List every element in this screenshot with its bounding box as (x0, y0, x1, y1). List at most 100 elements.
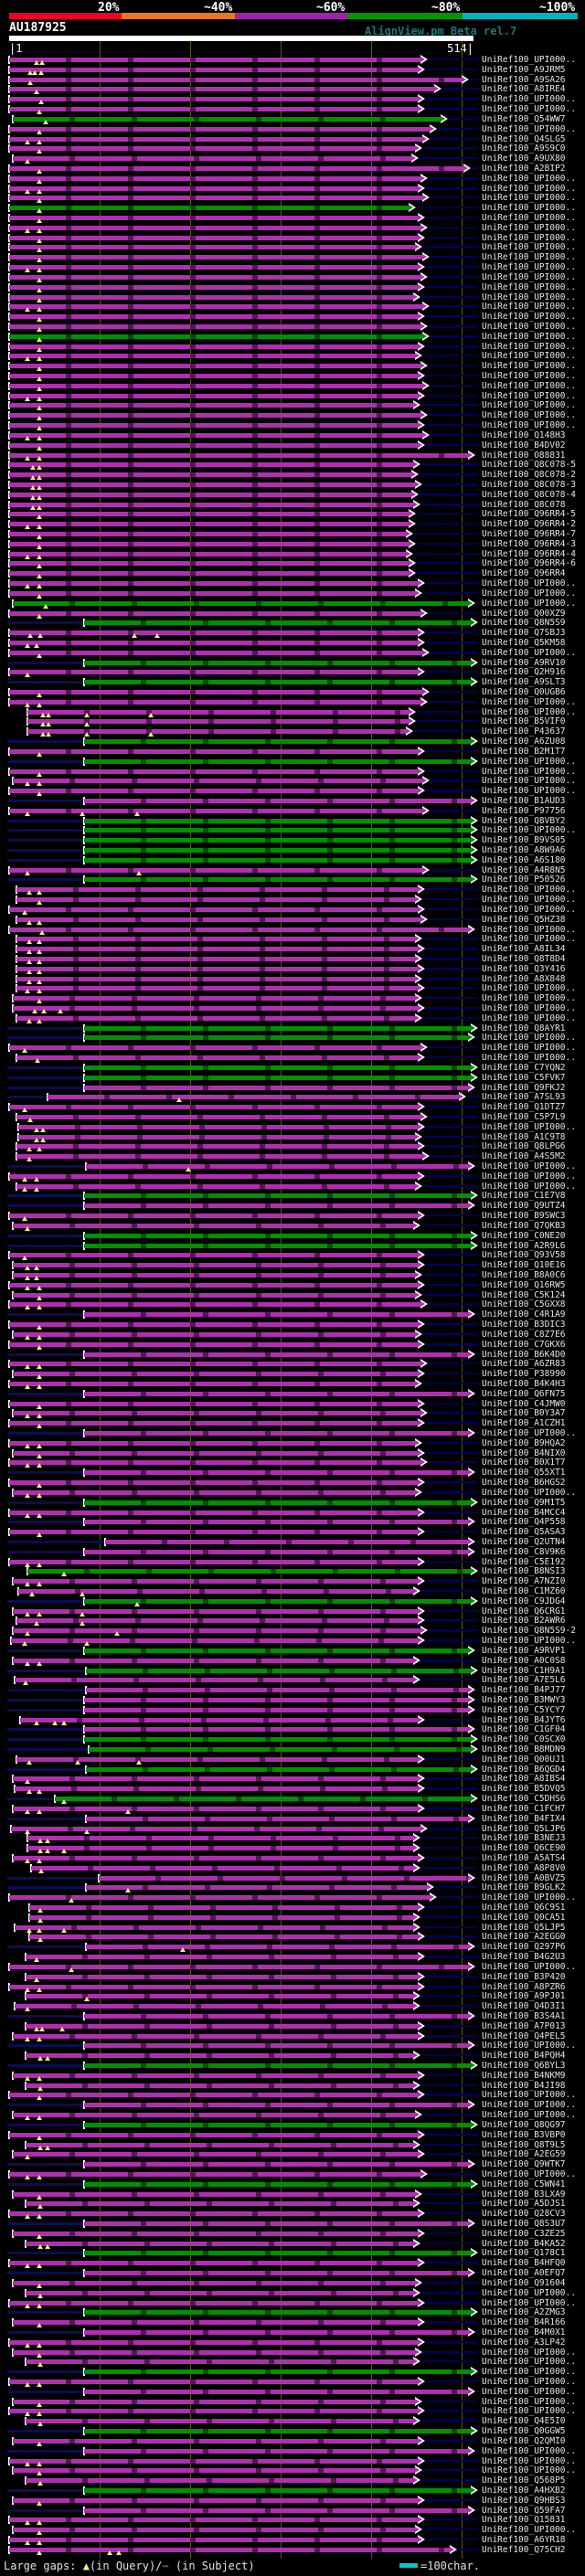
hit-label[interactable]: UniRef100_P38990 (482, 1369, 566, 1380)
hit-label[interactable]: UniRef100_UPI000.. (482, 924, 576, 935)
hit-label[interactable]: UniRef100_UPI000.. (482, 410, 576, 421)
hit-label[interactable]: UniRef100_UPI000.. (482, 2367, 576, 2378)
hit-label[interactable]: UniRef100_Q4SLG5 (482, 133, 566, 144)
hit-label[interactable]: UniRef100_A2EGG0 (482, 1932, 566, 1943)
hit-label[interactable]: UniRef100_Q8VBY2 (482, 815, 566, 826)
hit-label[interactable]: UniRef100_C5WN41 (482, 2178, 566, 2189)
hit-label[interactable]: UniRef100_A8PZR6 (482, 1981, 566, 1992)
hit-label[interactable]: UniRef100_Q568P5 (482, 2475, 566, 2486)
hit-label[interactable]: UniRef100_B8NSI3 (482, 1566, 566, 1577)
hit-label[interactable]: UniRef100_A4S5M2 (482, 1151, 566, 1162)
hit-label[interactable]: UniRef100_C1GF04 (482, 1724, 566, 1735)
hit-label[interactable]: UniRef100_UPI000.. (482, 1892, 576, 1903)
hit-label[interactable]: UniRef100_Q6C9S1 (482, 1903, 566, 1913)
hit-label[interactable]: UniRef100_UPI000.. (482, 598, 576, 609)
hit-label[interactable]: UniRef100_UPI000.. (482, 2090, 576, 2101)
hit-label[interactable]: UniRef100_Q28CV3 (482, 2209, 566, 2220)
hit-label[interactable]: UniRef100_C4JMW0 (482, 1398, 566, 1409)
hit-label[interactable]: UniRef100_O88831 (482, 450, 566, 461)
hit-label[interactable]: UniRef100_Q59FA7 (482, 2505, 566, 2516)
hit-label[interactable]: UniRef100_C5GXX8 (482, 1299, 566, 1310)
hit-label[interactable]: UniRef100_UPI000.. (482, 252, 576, 263)
hit-label[interactable]: UniRef100_A9SLT3 (482, 677, 566, 688)
hit-label[interactable]: UniRef100_UPI000.. (482, 1636, 576, 1647)
hit-label[interactable]: UniRef100_C5YCY7 (482, 1704, 566, 1715)
hit-label[interactable]: UniRef100_Q91604 (482, 2277, 566, 2288)
hit-label[interactable]: UniRef100_UPI000.. (482, 262, 576, 273)
hit-label[interactable]: UniRef100_Q8N5S9 (482, 618, 566, 629)
hit-label[interactable]: UniRef100_A7E5L6 (482, 1675, 566, 1686)
hit-label[interactable]: UniRef100_Q8C078-4 (482, 489, 576, 500)
hit-label[interactable]: UniRef100_Q0UGB6 (482, 687, 566, 698)
hit-label[interactable]: UniRef100_A6YR18 (482, 2535, 566, 2546)
hit-label[interactable]: UniRef100_Q4P558 (482, 1517, 566, 1528)
hit-label[interactable]: UniRef100_UPI000.. (482, 242, 576, 253)
hit-label[interactable]: UniRef100_B8A0C6 (482, 1269, 566, 1280)
hit-label[interactable]: UniRef100_B6K4D0 (482, 1349, 566, 1360)
hit-label[interactable]: UniRef100_B4DV02 (482, 440, 566, 451)
hit-label[interactable]: UniRef100_B3DIC3 (482, 1320, 566, 1330)
hit-label[interactable]: UniRef100_UPI000.. (482, 2100, 576, 2111)
hit-label[interactable]: UniRef100_B4R166 (482, 2317, 566, 2328)
hit-label[interactable]: UniRef100_B0X1T7 (482, 1458, 566, 1468)
hit-label[interactable]: UniRef100_C4R1A9 (482, 1309, 566, 1320)
hit-label[interactable]: UniRef100_C1MZ60 (482, 1586, 566, 1596)
hit-label[interactable]: UniRef100_UPI000.. (482, 2041, 576, 2051)
hit-label[interactable]: UniRef100_A1C9T8 (482, 1131, 566, 1142)
hit-label[interactable]: UniRef100_Q7SBJ3 (482, 628, 566, 639)
hit-label[interactable]: UniRef100_Q7QKB3 (482, 1220, 566, 1231)
hit-label[interactable]: UniRef100_Q297P6 (482, 1942, 566, 1953)
hit-label[interactable]: UniRef100_Q148H3 (482, 429, 566, 440)
hit-label[interactable]: UniRef100_B4M0X1 (482, 2327, 566, 2337)
hit-label[interactable]: UniRef100_Q00UJ1 (482, 1754, 566, 1765)
hit-label[interactable]: UniRef100_C5FVK7 (482, 1072, 566, 1083)
hit-label[interactable]: UniRef100_UPI000.. (482, 2386, 576, 2397)
hit-label[interactable]: UniRef100_UPI000.. (482, 983, 576, 994)
hit-label[interactable]: UniRef100_A6ZR83 (482, 1359, 566, 1370)
hit-label[interactable]: UniRef100_Q6CRG1 (482, 1606, 566, 1617)
hit-label[interactable]: UniRef100_A8IBS4 (482, 1774, 566, 1785)
hit-label[interactable]: UniRef100_B4MCC4 (482, 1507, 566, 1518)
hit-label[interactable]: UniRef100_Q5LJP6 (482, 1823, 566, 1834)
hit-label[interactable]: UniRef100_Q8QG97 (482, 2119, 566, 2130)
hit-label[interactable]: UniRef100_UPI000.. (482, 1161, 576, 1172)
hit-label[interactable]: UniRef100_C1FCH7 (482, 1803, 566, 1814)
hit-label[interactable]: UniRef100_Q8T9L5 (482, 2139, 566, 2150)
hit-label[interactable]: UniRef100_UPI000.. (482, 302, 576, 313)
hit-label[interactable]: UniRef100_B5DVQ5 (482, 1784, 566, 1795)
hit-label[interactable]: UniRef100_P97756 (482, 805, 566, 816)
hit-label[interactable]: UniRef100_UPI000.. (482, 1171, 576, 1182)
hit-label[interactable]: UniRef100_UPI000.. (482, 94, 576, 105)
hit-label[interactable]: UniRef100_A6ZU08 (482, 737, 566, 747)
hit-label[interactable]: UniRef100_UPI000.. (482, 271, 576, 282)
hit-label[interactable]: UniRef100_C1E7V8 (482, 1191, 566, 1202)
hit-label[interactable]: UniRef100_Q8C078-3 (482, 479, 576, 490)
hit-label[interactable]: UniRef100_UPI000.. (482, 1033, 576, 1044)
hit-label[interactable]: UniRef100_UPI000.. (482, 825, 576, 836)
hit-label[interactable]: UniRef100_UPI000.. (482, 2297, 576, 2308)
hit-label[interactable]: UniRef100_B9VS05 (482, 835, 566, 846)
hit-label[interactable]: UniRef100_B4HFQ0 (482, 2258, 566, 2269)
hit-label[interactable]: UniRef100_UPI000.. (482, 776, 576, 787)
hit-label[interactable]: UniRef100_UPI000.. (482, 1043, 576, 1054)
hit-label[interactable]: UniRef100_UPI000.. (482, 2445, 576, 2456)
hit-label[interactable]: UniRef100_C5K124 (482, 1289, 566, 1300)
hit-label[interactable]: UniRef100_C1H9A1 (482, 1665, 566, 1676)
hit-label[interactable]: UniRef100_C5DHS6 (482, 1794, 566, 1805)
hit-label[interactable]: UniRef100_B2M1T7 (482, 746, 566, 757)
hit-label[interactable]: UniRef100_Q3Y416 (482, 963, 566, 974)
hit-label[interactable]: UniRef100_Q6CE90 (482, 1843, 566, 1854)
hit-label[interactable]: UniRef100_B4G2U3 (482, 1952, 566, 1963)
hit-label[interactable]: UniRef100_A2R9L6 (482, 1240, 566, 1251)
hit-label[interactable]: UniRef100_A5ATS4 (482, 1852, 566, 1863)
hit-label[interactable]: UniRef100_A5DJS1 (482, 2199, 566, 2210)
hit-label[interactable]: UniRef100_Q6FN75 (482, 1388, 566, 1399)
hit-label[interactable]: UniRef100_A2EG59 (482, 2149, 566, 2160)
hit-label[interactable]: UniRef100_UPI000.. (482, 2406, 576, 2417)
hit-label[interactable]: UniRef100_UPI000.. (482, 1053, 576, 1064)
hit-label[interactable]: UniRef100_Q5LJP5 (482, 1922, 566, 1933)
hit-label[interactable]: UniRef100_Q0GGW5 (482, 2426, 566, 2437)
hit-label[interactable]: UniRef100_B1AUD3 (482, 795, 566, 806)
hit-label[interactable]: UniRef100_C5E192 (482, 1556, 566, 1567)
hit-label[interactable]: UniRef100_A8P8V0 (482, 1862, 566, 1873)
